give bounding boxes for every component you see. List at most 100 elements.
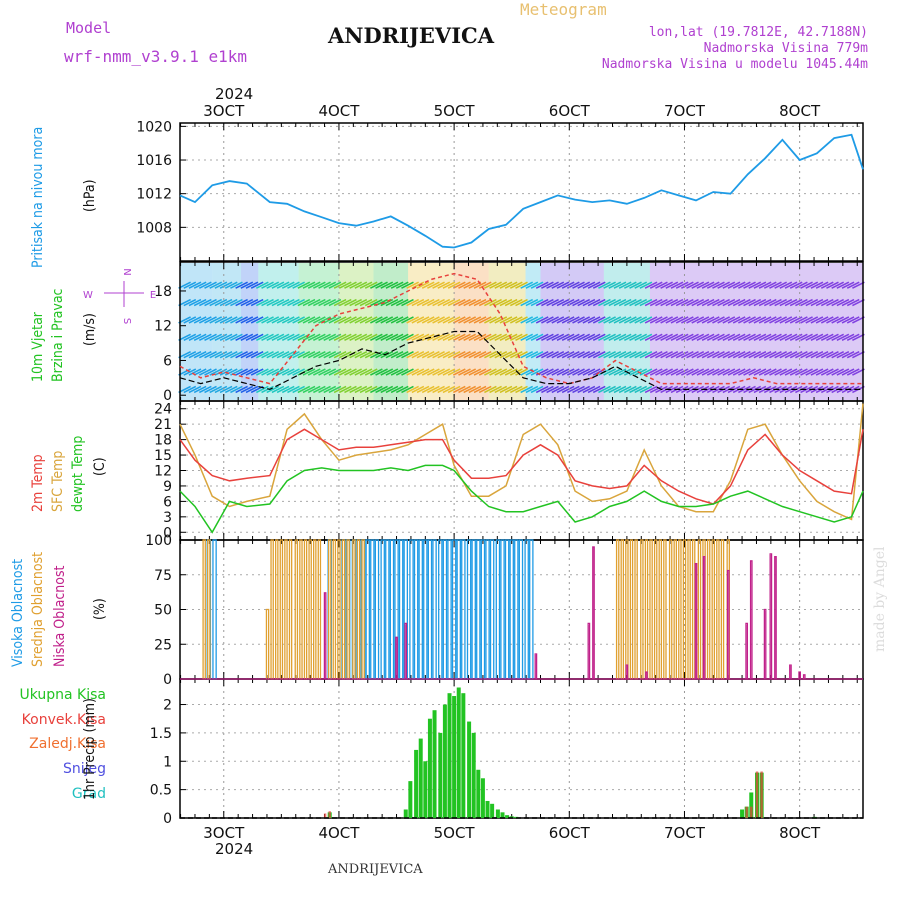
wind-barb: [375, 350, 388, 359]
wind-barb: [230, 298, 243, 307]
wind-barb: [463, 368, 477, 376]
compass-letter: W: [83, 290, 93, 301]
wind-barb: [623, 316, 637, 324]
wind-barb: [846, 298, 860, 307]
wind-barb: [183, 368, 197, 376]
wind-barb: [515, 350, 528, 359]
wind-barb: [385, 350, 399, 359]
wind-barb: [395, 316, 409, 324]
wind-barb: [680, 350, 694, 359]
wind-barb: [307, 368, 321, 376]
wind-barb: [411, 281, 425, 289]
wind-barb: [603, 368, 616, 376]
wind-barb: [349, 316, 363, 324]
wind-barb: [701, 333, 715, 342]
wind-barb: [370, 350, 383, 359]
wind-barb: [577, 368, 591, 376]
wind-barb: [753, 298, 767, 307]
wind-barb: [255, 316, 269, 324]
wind-barb: [846, 368, 860, 376]
model-elevation-text: Nadmorska Visina u modelu 1045.44m: [601, 57, 868, 72]
wind-barb: [582, 281, 596, 289]
elevation-text: Nadmorska Visina 779m: [703, 41, 868, 56]
wind-barb: [484, 281, 497, 289]
wind-barb: [307, 298, 321, 307]
wind-barb: [302, 368, 316, 376]
wind-barb: [820, 333, 834, 342]
wind-barb: [541, 298, 554, 307]
wind-barb: [820, 385, 834, 394]
wind-barb: [623, 298, 637, 307]
wind-barb: [276, 368, 290, 376]
wind-barb: [509, 350, 523, 359]
wind-barb: [551, 385, 565, 394]
wind-barb: [401, 368, 414, 376]
wind-barb: [520, 281, 534, 289]
wind-barb: [364, 316, 378, 324]
wind-barb: [255, 333, 269, 342]
wind-barb: [572, 385, 585, 394]
wind-barb: [364, 368, 378, 376]
wind-barb: [198, 333, 212, 342]
mid-cloud-bar: [711, 539, 716, 680]
wind-barb: [437, 298, 451, 307]
wind-barb: [230, 281, 243, 289]
wind-barb: [432, 298, 445, 307]
wind-barb: [406, 281, 420, 289]
wind-barb: [805, 368, 819, 376]
wind-barb: [255, 298, 269, 307]
wind-barb: [769, 298, 782, 307]
wind-barb: [732, 316, 746, 324]
wind-barb: [810, 385, 824, 394]
high-cloud-bar: [385, 539, 390, 680]
wind-barb: [224, 350, 238, 359]
wind-barb: [183, 350, 197, 359]
wind-barb: [639, 316, 653, 324]
wind-barb: [364, 385, 378, 394]
wind-barb: [551, 368, 565, 376]
wind-barb: [712, 316, 725, 324]
wind-barb: [204, 281, 217, 289]
wind-barb: [675, 333, 689, 342]
wind-barb: [214, 281, 228, 289]
wind-barb: [717, 298, 730, 307]
wind-barb: [380, 298, 394, 307]
wind-barb: [660, 316, 673, 324]
sfc-temp-line: [179, 403, 864, 521]
wind-barb: [473, 316, 487, 324]
wind-barb: [629, 350, 642, 359]
wind-barb: [287, 385, 300, 394]
low-cloud-bar: [592, 546, 595, 680]
wind-barb: [665, 333, 679, 342]
wind-barb: [696, 298, 710, 307]
wind-barb: [738, 281, 751, 289]
wind-barb: [333, 350, 347, 359]
x-tick-label-top: 3OCT: [203, 102, 245, 120]
wind-barb: [587, 281, 601, 289]
wind-band: [603, 263, 650, 400]
wind-barb: [535, 298, 549, 307]
wind-barb: [639, 298, 653, 307]
y-tick-label: 1.5: [150, 726, 172, 742]
wind-barb: [779, 333, 793, 342]
conv-rain-bar: [750, 806, 753, 818]
wind-barb: [727, 298, 741, 307]
compass-letter: E: [150, 290, 156, 301]
wind-barb: [261, 298, 274, 307]
wind-barb: [250, 298, 264, 307]
wind-barb: [406, 333, 420, 342]
total-rain-bar: [408, 781, 413, 818]
wind-barb: [815, 350, 829, 359]
wind-barb: [525, 298, 539, 307]
wind-barb: [364, 298, 378, 307]
wind-barb: [427, 316, 440, 324]
wind-barb: [224, 298, 238, 307]
wind-barb: [831, 316, 845, 324]
wind-barb: [333, 368, 347, 376]
wind-barb: [271, 316, 285, 324]
wind-barb: [665, 368, 679, 376]
wind-barb: [644, 298, 658, 307]
wind-barb: [297, 316, 311, 324]
wind-barb: [354, 298, 368, 307]
wind-barb: [546, 350, 559, 359]
